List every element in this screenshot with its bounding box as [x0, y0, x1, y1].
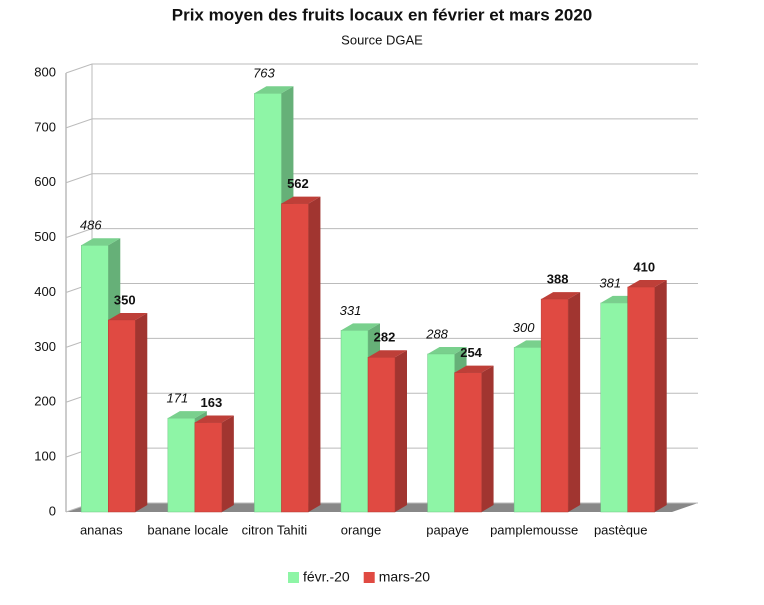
bar [367, 350, 407, 513]
bar-side [221, 415, 234, 512]
bar-front [600, 302, 628, 513]
value-label: 282 [374, 330, 396, 345]
value-label: 381 [599, 275, 621, 290]
x-tick-label: banane locale [147, 522, 228, 537]
y-tick-label: 800 [34, 64, 56, 79]
bar-side [395, 350, 407, 512]
bar-top [281, 196, 321, 204]
value-label: 410 [633, 259, 655, 274]
value-label: 562 [287, 176, 309, 191]
value-label: 763 [253, 66, 275, 81]
legend-label: mars-20 [379, 569, 431, 585]
bar [194, 415, 234, 513]
bar-top [81, 238, 121, 246]
chart-subtitle: Source DGAE [341, 32, 423, 47]
bar-top [108, 312, 148, 320]
y-tick-label: 200 [34, 394, 56, 409]
legend-swatch [288, 572, 299, 583]
value-label: 486 [80, 218, 102, 233]
bar-side [481, 365, 494, 512]
x-tick-label: papaye [426, 522, 469, 537]
bar-top [541, 292, 581, 300]
x-tick-label: orange [341, 522, 381, 537]
value-label: 254 [460, 345, 482, 360]
bar-top [368, 350, 407, 358]
value-label: 331 [340, 303, 362, 318]
value-label: 171 [167, 391, 189, 406]
chart-title: Prix moyen des fruits locaux en février … [172, 5, 592, 24]
grid-line [65, 173, 698, 184]
bar-side [654, 280, 667, 512]
bar-front [627, 286, 655, 513]
bar-front [108, 319, 136, 513]
value-label: 163 [201, 395, 223, 410]
bar-front [540, 298, 569, 513]
bar [454, 365, 494, 513]
x-tick-label: citron Tahiti [242, 522, 308, 537]
y-tick-label: 100 [34, 449, 56, 464]
legend-swatch [363, 572, 375, 583]
y-tick-label: 400 [34, 284, 56, 299]
bar-side [568, 292, 581, 512]
bar-front [427, 353, 455, 513]
bar-front [167, 417, 196, 513]
bar [108, 312, 148, 513]
y-tick-label: 300 [34, 339, 56, 354]
grid-line [65, 63, 698, 74]
y-tick-label: 700 [34, 119, 56, 134]
x-tick-label: pamplemousse [490, 522, 578, 537]
bar-front [513, 347, 542, 513]
grid-line [65, 228, 698, 239]
bar-top [194, 415, 234, 423]
y-tick-label: 600 [34, 174, 56, 189]
bar-top [341, 323, 380, 331]
bar-front [367, 357, 396, 513]
bar-front [340, 330, 369, 513]
value-label: 288 [425, 326, 448, 341]
bar-front [454, 372, 482, 513]
legend-label: févr.-20 [303, 569, 350, 585]
bar [540, 292, 581, 513]
x-tick-label: pastèque [594, 522, 648, 537]
bar-front [81, 245, 109, 513]
bar-top [454, 365, 494, 373]
bar-top [427, 346, 467, 354]
bar-front [254, 93, 282, 513]
x-tick-label: ananas [80, 522, 123, 537]
y-tick-label: 0 [49, 503, 56, 518]
grid-line [65, 118, 698, 129]
bar [281, 196, 321, 513]
bar-side [308, 196, 321, 513]
bar [627, 280, 667, 513]
bar-top [167, 411, 207, 419]
bar-top [627, 280, 667, 288]
bar-side [135, 312, 148, 512]
bar-front [194, 422, 223, 513]
bar-top [254, 86, 294, 94]
value-label: 388 [547, 272, 569, 287]
value-label: 350 [114, 292, 136, 307]
bar-front [281, 203, 309, 513]
y-tick-label: 500 [34, 229, 56, 244]
value-label: 300 [513, 320, 535, 335]
